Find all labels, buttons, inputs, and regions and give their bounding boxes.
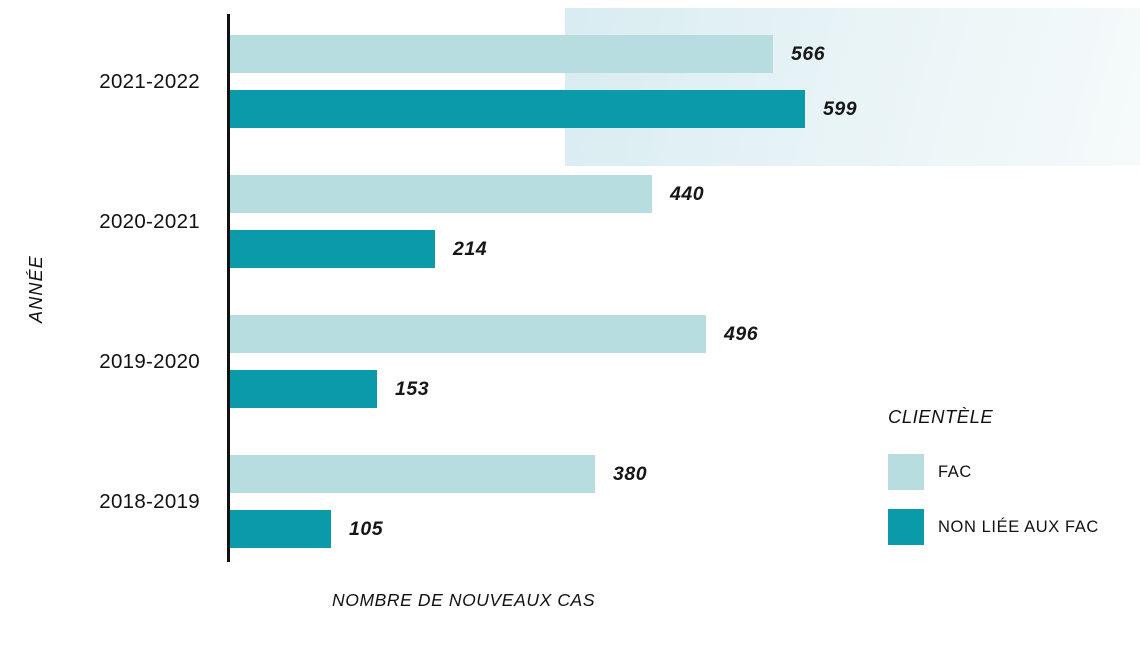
- bar-fac: [230, 455, 595, 493]
- bar-fac: [230, 315, 706, 353]
- value-label: 153: [395, 377, 430, 400]
- legend-title: CLIENTÈLE: [888, 406, 994, 427]
- bar-row: 105: [230, 510, 1132, 548]
- value-label: 599: [823, 97, 858, 120]
- category-label: 2018-2019: [99, 489, 200, 513]
- bar-row: 214: [230, 230, 1132, 268]
- value-label: 496: [724, 322, 759, 345]
- bar-groups: 2021-2022 566 599 2020-2021 440 214 2019-2020 4…: [99, 35, 1132, 548]
- bar-row: 599: [230, 90, 1132, 128]
- category-label: 2020-2021: [99, 209, 200, 233]
- legend: CLIENTÈLE FAC NON LIÉE AUX FAC: [888, 406, 1099, 545]
- category-label: 2019-2020: [99, 349, 200, 373]
- legend-label: NON LIÉE AUX FAC: [938, 517, 1099, 536]
- legend-label: FAC: [938, 462, 972, 481]
- bar-row: 440: [230, 175, 1132, 213]
- background-gradient: [565, 8, 1140, 166]
- bar-row: 566: [230, 35, 1132, 73]
- value-label: 440: [670, 182, 705, 205]
- bar-non-fac: [230, 90, 805, 128]
- bar-non-fac: [230, 230, 435, 268]
- bar-row: 153: [230, 370, 1132, 408]
- value-label: 105: [349, 517, 384, 540]
- legend-item: FAC: [888, 454, 1099, 490]
- value-label: 214: [453, 237, 488, 260]
- bar-non-fac: [230, 510, 331, 548]
- x-axis-title: NOMBRE DE NOUVEAUX CAS: [332, 590, 596, 610]
- bar-row: 380: [230, 455, 1132, 493]
- bar-group: 2021-2022 566 599: [99, 35, 1132, 128]
- plot-area: 2021-2022 566 599 2020-2021 440 214 2019-2020 4…: [99, 14, 1132, 562]
- bar-group: 2018-2019 380 105: [99, 455, 1132, 548]
- value-label: 566: [791, 42, 826, 65]
- legend-items: FAC NON LIÉE AUX FAC: [888, 454, 1099, 545]
- bar-row: 496: [230, 315, 1132, 353]
- bar-non-fac: [230, 370, 377, 408]
- legend-swatch: [888, 454, 924, 490]
- bar-fac: [230, 35, 773, 73]
- bar-group: 2020-2021 440 214: [99, 175, 1132, 268]
- legend-swatch: [888, 509, 924, 545]
- category-label: 2021-2022: [99, 69, 200, 93]
- legend-item: NON LIÉE AUX FAC: [888, 509, 1099, 545]
- bar-fac: [230, 175, 652, 213]
- value-label: 380: [613, 462, 648, 485]
- bar-group: 2019-2020 496 153: [99, 315, 1132, 408]
